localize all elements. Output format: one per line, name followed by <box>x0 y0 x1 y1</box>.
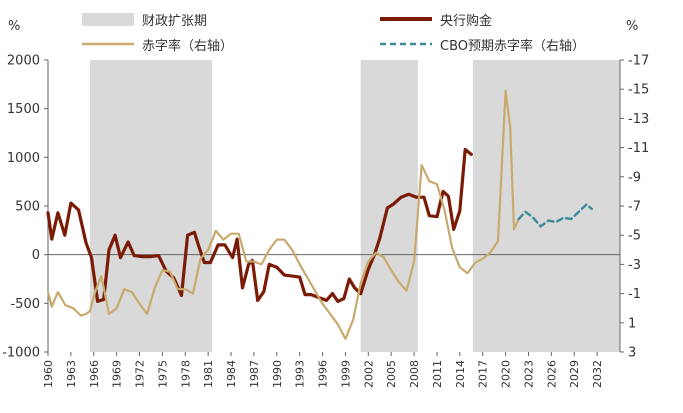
right-tick-label: -5 <box>628 229 641 244</box>
x-tick-label: 2023 <box>522 360 535 388</box>
left-tick-label: 2000 <box>7 54 40 69</box>
x-tick-label: 2008 <box>408 360 421 388</box>
right-tick-label: -13 <box>628 112 649 127</box>
x-tick-label: 1996 <box>317 360 330 388</box>
right-axis-unit: % <box>626 19 638 34</box>
left-tick-label: 1000 <box>7 151 40 166</box>
series-lines <box>46 89 593 340</box>
legend-label-gold: 央行购金 <box>440 13 492 29</box>
x-tick-label: 2011 <box>431 360 444 388</box>
right-tick-label: 1 <box>628 316 636 331</box>
legend-label-deficit: 赤字率（右轴） <box>142 38 233 54</box>
legend-label-cbo: CBO预期赤字率（右轴） <box>440 38 585 54</box>
right-tick-label: -17 <box>628 54 649 69</box>
x-tick-label: 1969 <box>111 360 124 388</box>
x-tick-label: 1981 <box>202 360 215 388</box>
legend-label-fiscal: 财政扩张期 <box>142 14 207 29</box>
left-tick-label: 500 <box>15 200 40 215</box>
x-tick-label: 2017 <box>477 360 490 388</box>
left-tick-label: 0 <box>32 248 40 263</box>
x-tick-label: 1990 <box>271 360 284 388</box>
x-tick-label: 1960 <box>42 360 55 388</box>
x-tick-label: 1972 <box>134 360 147 388</box>
series-line-cbo <box>517 203 593 228</box>
series-line-gold <box>46 147 473 303</box>
x-tick-label: 2029 <box>568 360 581 388</box>
right-tick-label: -3 <box>628 258 641 273</box>
x-tick-label: 2002 <box>362 360 375 388</box>
x-tick-label: 1993 <box>294 360 307 388</box>
x-tick-label: 2020 <box>500 360 513 388</box>
fiscal-period-2 <box>472 60 620 352</box>
right-tick-label: -15 <box>628 83 649 98</box>
legend: 财政扩张期 央行购金 赤字率（右轴） CBO预期赤字率（右轴） <box>82 13 585 54</box>
right-tick-label: 3 <box>628 346 636 361</box>
x-tick-label: 1975 <box>156 360 169 388</box>
x-tick-label: 1963 <box>65 360 78 388</box>
right-tick-label: -9 <box>628 170 641 185</box>
left-tick-label: -1000 <box>2 346 40 361</box>
x-tick-label: 2014 <box>454 360 467 388</box>
left-tick-label: 1500 <box>7 102 40 117</box>
x-tick-label: 1984 <box>225 360 238 388</box>
right-tick-label: -1 <box>628 287 641 302</box>
left-tick-label: -500 <box>10 297 40 312</box>
right-tick-label: -11 <box>628 141 649 156</box>
x-tick-label: 1966 <box>88 360 101 388</box>
series-line-deficit <box>46 89 520 340</box>
legend-swatch-fiscal <box>82 13 134 26</box>
right-axis-ticks: -17-15-13-11-9-7-5-3-113 <box>620 54 649 361</box>
x-tick-label: 1978 <box>179 360 192 388</box>
x-axis-ticks: 1960 1963 1966 1969 1972 1975 1978 1981 1984 1987… <box>42 352 604 388</box>
left-axis-unit: % <box>8 19 20 34</box>
x-tick-label: 2005 <box>385 360 398 388</box>
x-tick-label: 2032 <box>591 360 604 388</box>
x-tick-label: 1987 <box>248 360 261 388</box>
left-axis-ticks: 2000 1500 1000 500 0 -500 -1000 <box>2 54 48 361</box>
x-tick-label: 1999 <box>339 360 352 388</box>
right-tick-label: -7 <box>628 200 641 215</box>
x-tick-label: 2026 <box>545 360 558 388</box>
